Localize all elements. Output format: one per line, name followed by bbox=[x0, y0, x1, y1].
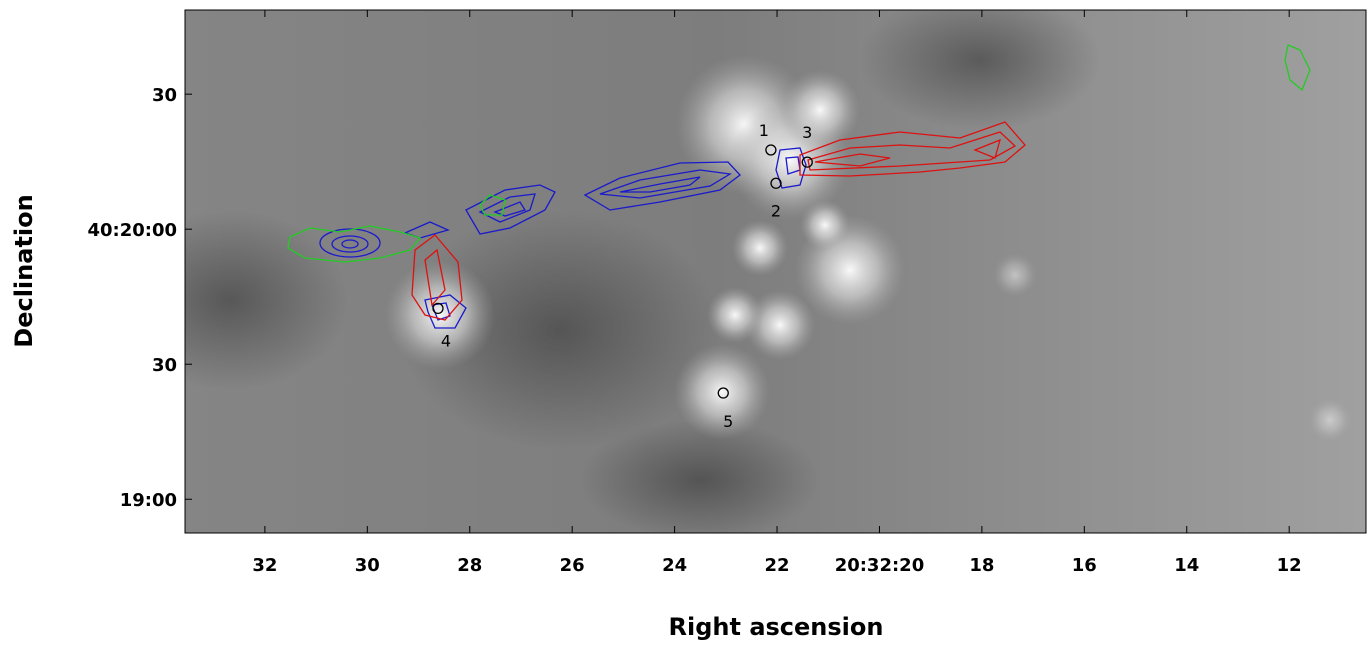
x-tick-label: 28 bbox=[457, 555, 482, 576]
x-tick-label: 16 bbox=[1072, 555, 1097, 576]
x-tick-label: 18 bbox=[969, 555, 994, 576]
x-tick-label: 12 bbox=[1277, 555, 1302, 576]
y-tick-label: 30 bbox=[152, 355, 177, 376]
x-tick-label: 26 bbox=[560, 555, 585, 576]
x-tick-label: 24 bbox=[662, 555, 687, 576]
x-tick-label: 22 bbox=[765, 555, 790, 576]
y-tick-label: 19:00 bbox=[120, 490, 177, 511]
x-tick-label: 30 bbox=[355, 555, 380, 576]
y-axis-label: Declination bbox=[10, 194, 38, 347]
source-label: 4 bbox=[441, 331, 451, 350]
x-axis-label: Right ascension bbox=[669, 613, 884, 641]
source-label: 1 bbox=[759, 121, 769, 140]
x-tick-label: 20:32:20 bbox=[835, 555, 925, 576]
x-tick-label: 32 bbox=[252, 555, 277, 576]
source-label: 2 bbox=[771, 201, 781, 220]
figure: Right ascension Declination 323028262422… bbox=[0, 0, 1369, 644]
background-image bbox=[110, 0, 1366, 540]
x-tick-label: 14 bbox=[1174, 555, 1199, 576]
source-label: 5 bbox=[723, 412, 733, 431]
y-tick-label: 40:20:00 bbox=[87, 220, 177, 241]
source-label: 3 bbox=[802, 123, 812, 142]
y-tick-label: 30 bbox=[152, 85, 177, 106]
